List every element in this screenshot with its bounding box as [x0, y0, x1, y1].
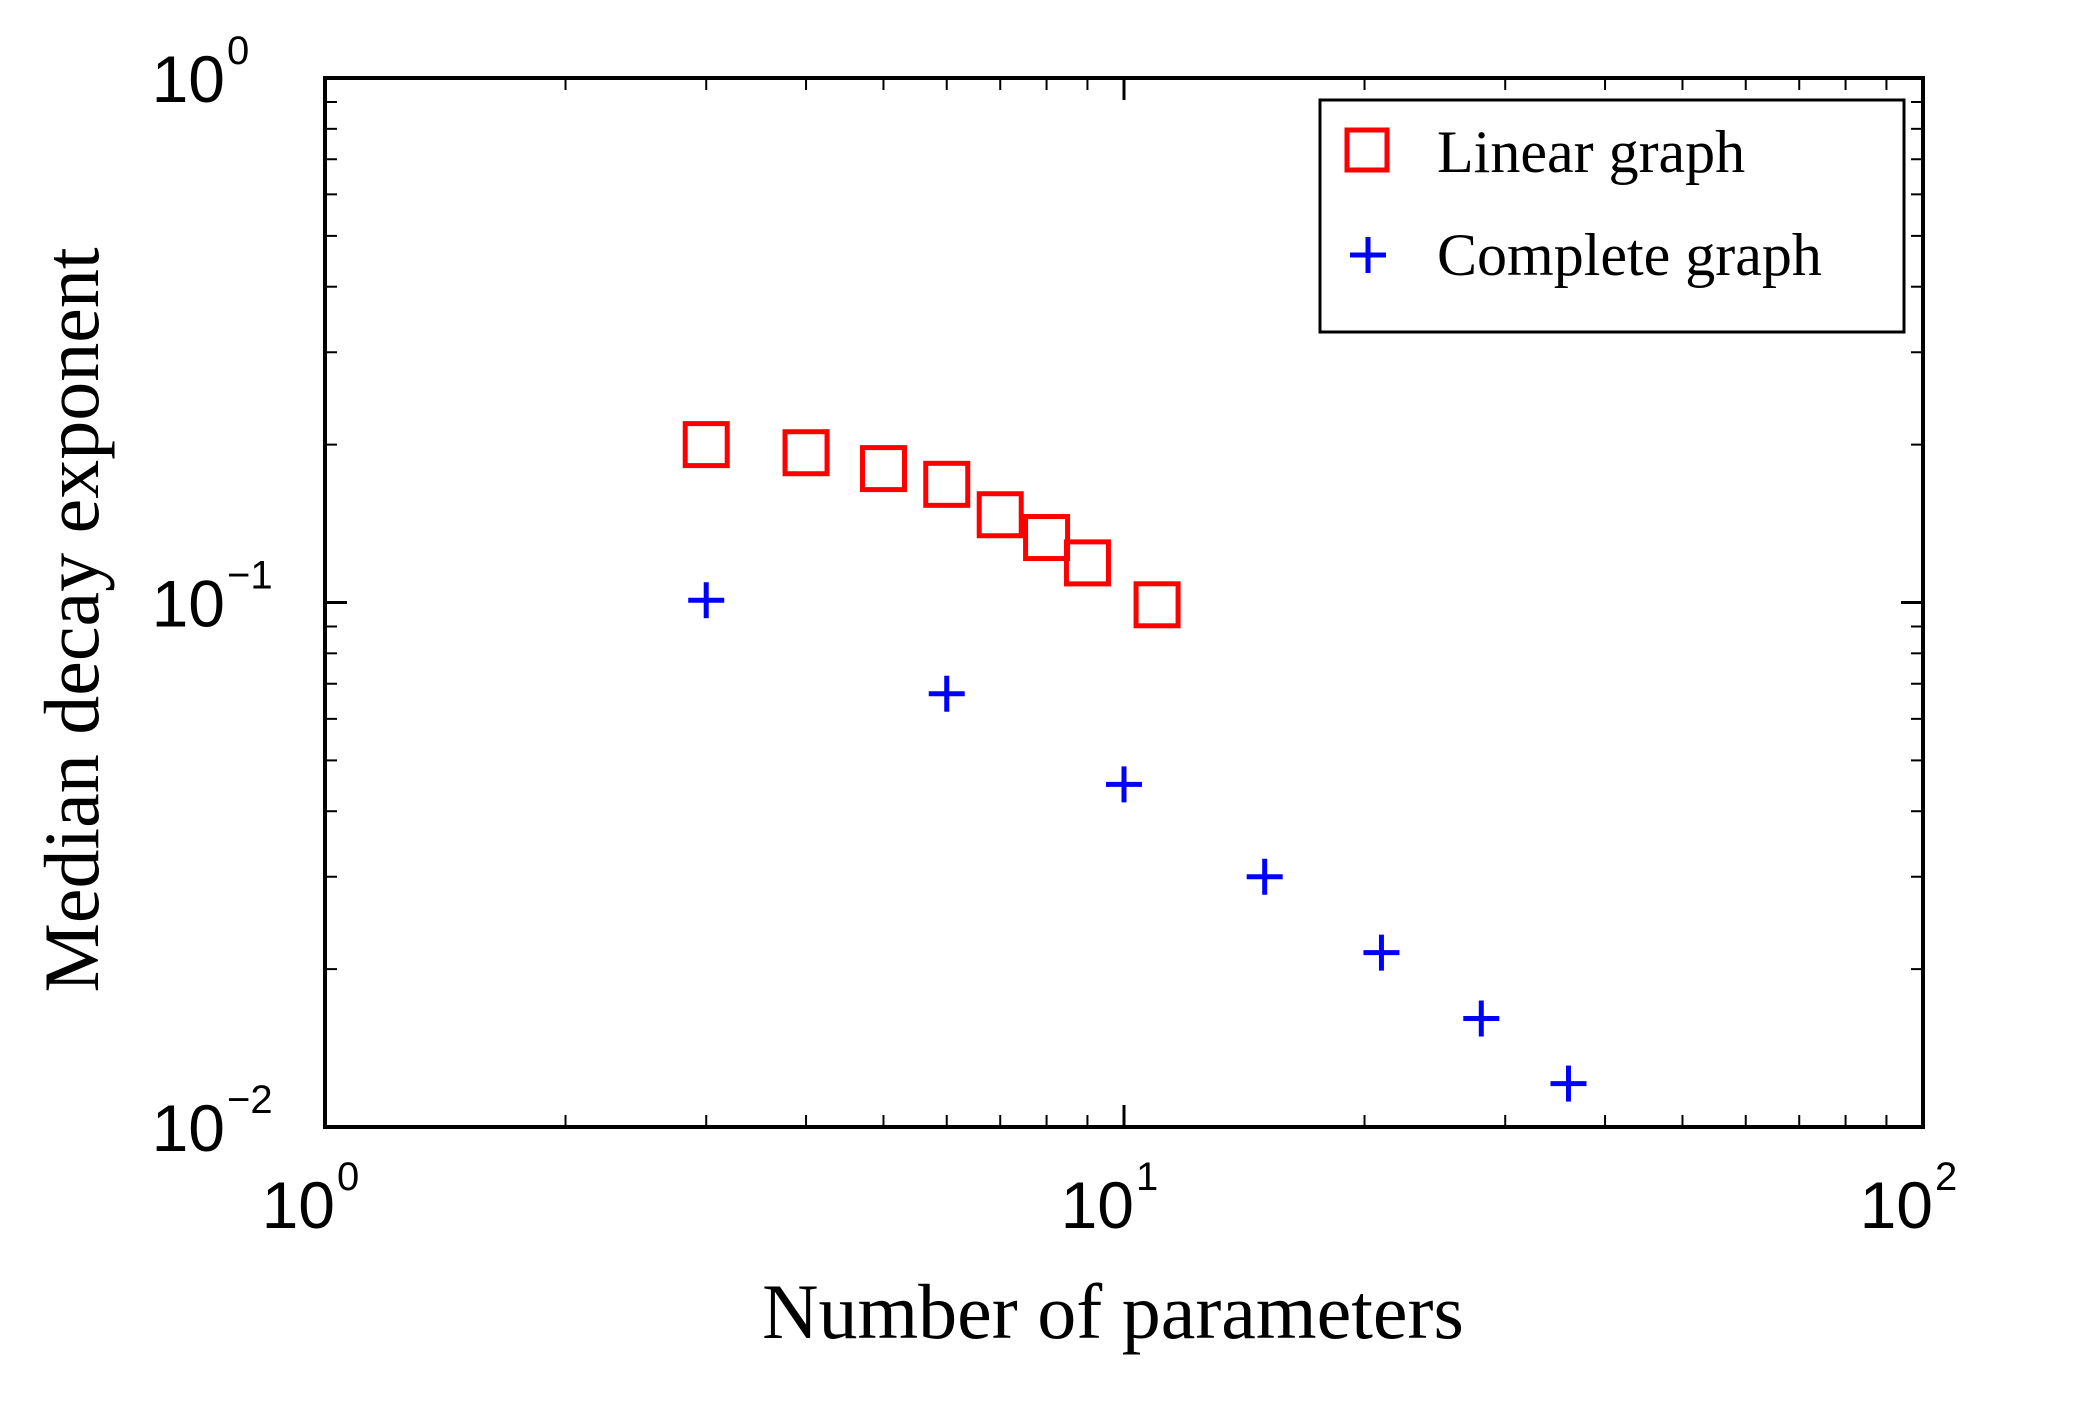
data-point-complete-graph [1550, 1065, 1587, 1102]
data-point-complete-graph [688, 582, 725, 619]
x-tick-label: 10 1 [1061, 1155, 1159, 1242]
data-point-complete-graph [1363, 934, 1400, 971]
data-point-linear-graph [923, 460, 971, 508]
y-tick-base: 10 [152, 1091, 225, 1165]
y-tick-label: 10 −2 [152, 1078, 273, 1165]
y-tick-label: 10 −1 [152, 554, 273, 641]
y-axis-label: Median decay exponent [28, 247, 115, 992]
y-tick-exponent: −2 [227, 1078, 273, 1122]
data-point-linear-graph [1063, 539, 1111, 587]
y-tick-base: 10 [152, 567, 225, 641]
data-point-linear-graph [1133, 581, 1181, 629]
minor-ticks [323, 76, 1925, 1129]
legend: Linear graph Complete graph [1318, 98, 1906, 334]
data-point-linear-graph [859, 445, 907, 493]
legend-label-linear: Linear graph [1437, 119, 1745, 185]
x-tick-exponent: 0 [337, 1155, 359, 1199]
x-tick-base: 10 [1860, 1168, 1933, 1242]
x-axis-label: Number of parameters [762, 1268, 1464, 1355]
data-point-complete-graph [1246, 858, 1283, 895]
x-tick-labels: 10 0 10 1 10 2 [262, 1155, 1958, 1242]
y-tick-exponent: 0 [227, 29, 249, 73]
y-tick-exponent: −1 [227, 554, 273, 598]
data-point-linear-graph [782, 429, 830, 477]
data-point-linear-graph [682, 421, 730, 469]
x-tick-label: 10 0 [262, 1155, 360, 1242]
legend-marker-square [1344, 127, 1390, 173]
data-point-complete-graph [1106, 766, 1142, 803]
y-tick-base: 10 [152, 42, 225, 116]
series-complete-graph [688, 582, 1587, 1102]
legend-box [1318, 98, 1906, 334]
series-linear-graph [682, 421, 1181, 629]
x-tick-exponent: 1 [1136, 1155, 1158, 1199]
data-point-complete-graph [928, 675, 965, 712]
data-point-complete-graph [1463, 1000, 1500, 1037]
data-point-linear-graph [1023, 514, 1071, 562]
data-point-linear-graph [976, 491, 1024, 539]
x-tick-exponent: 2 [1935, 1155, 1957, 1199]
x-tick-base: 10 [1061, 1168, 1134, 1242]
legend-label-complete: Complete graph [1437, 222, 1822, 288]
x-tick-base: 10 [262, 1168, 335, 1242]
x-tick-label: 10 2 [1860, 1155, 1958, 1242]
legend-marker-plus [1350, 237, 1386, 273]
y-tick-label: 10 0 [152, 29, 250, 116]
